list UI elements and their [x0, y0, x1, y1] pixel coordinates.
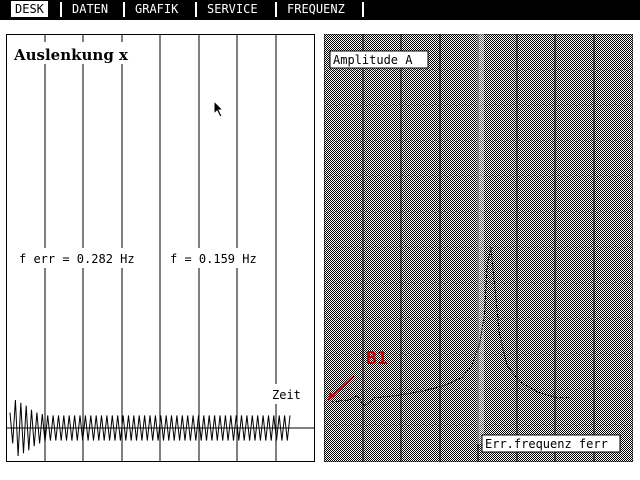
menu-bar: DESK DATEN GRAFIK SERVICE FREQUENZ: [0, 0, 640, 20]
resonance-band: [477, 34, 484, 444]
mouse-pointer-icon: [213, 100, 225, 118]
chart-title: Auslenkung x: [13, 46, 129, 64]
label-background: [166, 248, 266, 268]
label-background: [16, 248, 152, 268]
menu-separator: [195, 2, 197, 17]
amplitude-chart-panel[interactable]: Amplitude A B1 Err.frequenz ferr: [324, 34, 633, 462]
chart-title: Amplitude A: [333, 53, 413, 67]
amplitude-series-line: [331, 246, 572, 407]
menu-item-grafik[interactable]: GRAFIK: [135, 2, 179, 16]
amplitude-chart: Amplitude A B1 Err.frequenz ferr: [324, 34, 633, 462]
marker-arrowhead: [328, 392, 335, 400]
menu-item-daten[interactable]: DATEN: [72, 2, 109, 16]
displacement-chart-panel[interactable]: Auslenkung x f err = 0.282 Hz f = 0.159 …: [6, 34, 315, 462]
x-axis-label: Err.frequenz ferr: [485, 437, 608, 451]
menu-separator: [362, 2, 364, 17]
title-background: [12, 42, 128, 64]
menu-item-frequenz[interactable]: FREQUENZ: [287, 2, 345, 16]
title-box: [329, 50, 429, 69]
chart-grid: [324, 34, 633, 462]
menu-item-service[interactable]: SERVICE: [207, 2, 258, 16]
menu-item-desk[interactable]: DESK: [11, 1, 48, 17]
frequency-label: f = 0.159 Hz: [170, 252, 257, 266]
menu-separator: [275, 2, 277, 17]
axis-label-box: [481, 434, 621, 453]
label-background: [270, 384, 306, 404]
menu-separator: [123, 2, 125, 17]
menu-separator: [60, 2, 62, 17]
time-axis-label: Zeit: [272, 388, 301, 402]
error-frequency-label: f err = 0.282 Hz: [19, 252, 135, 266]
marker-label: B1: [366, 348, 388, 369]
displacement-series-line: [9, 399, 291, 457]
displacement-chart: Auslenkung x f err = 0.282 Hz f = 0.159 …: [6, 34, 315, 462]
